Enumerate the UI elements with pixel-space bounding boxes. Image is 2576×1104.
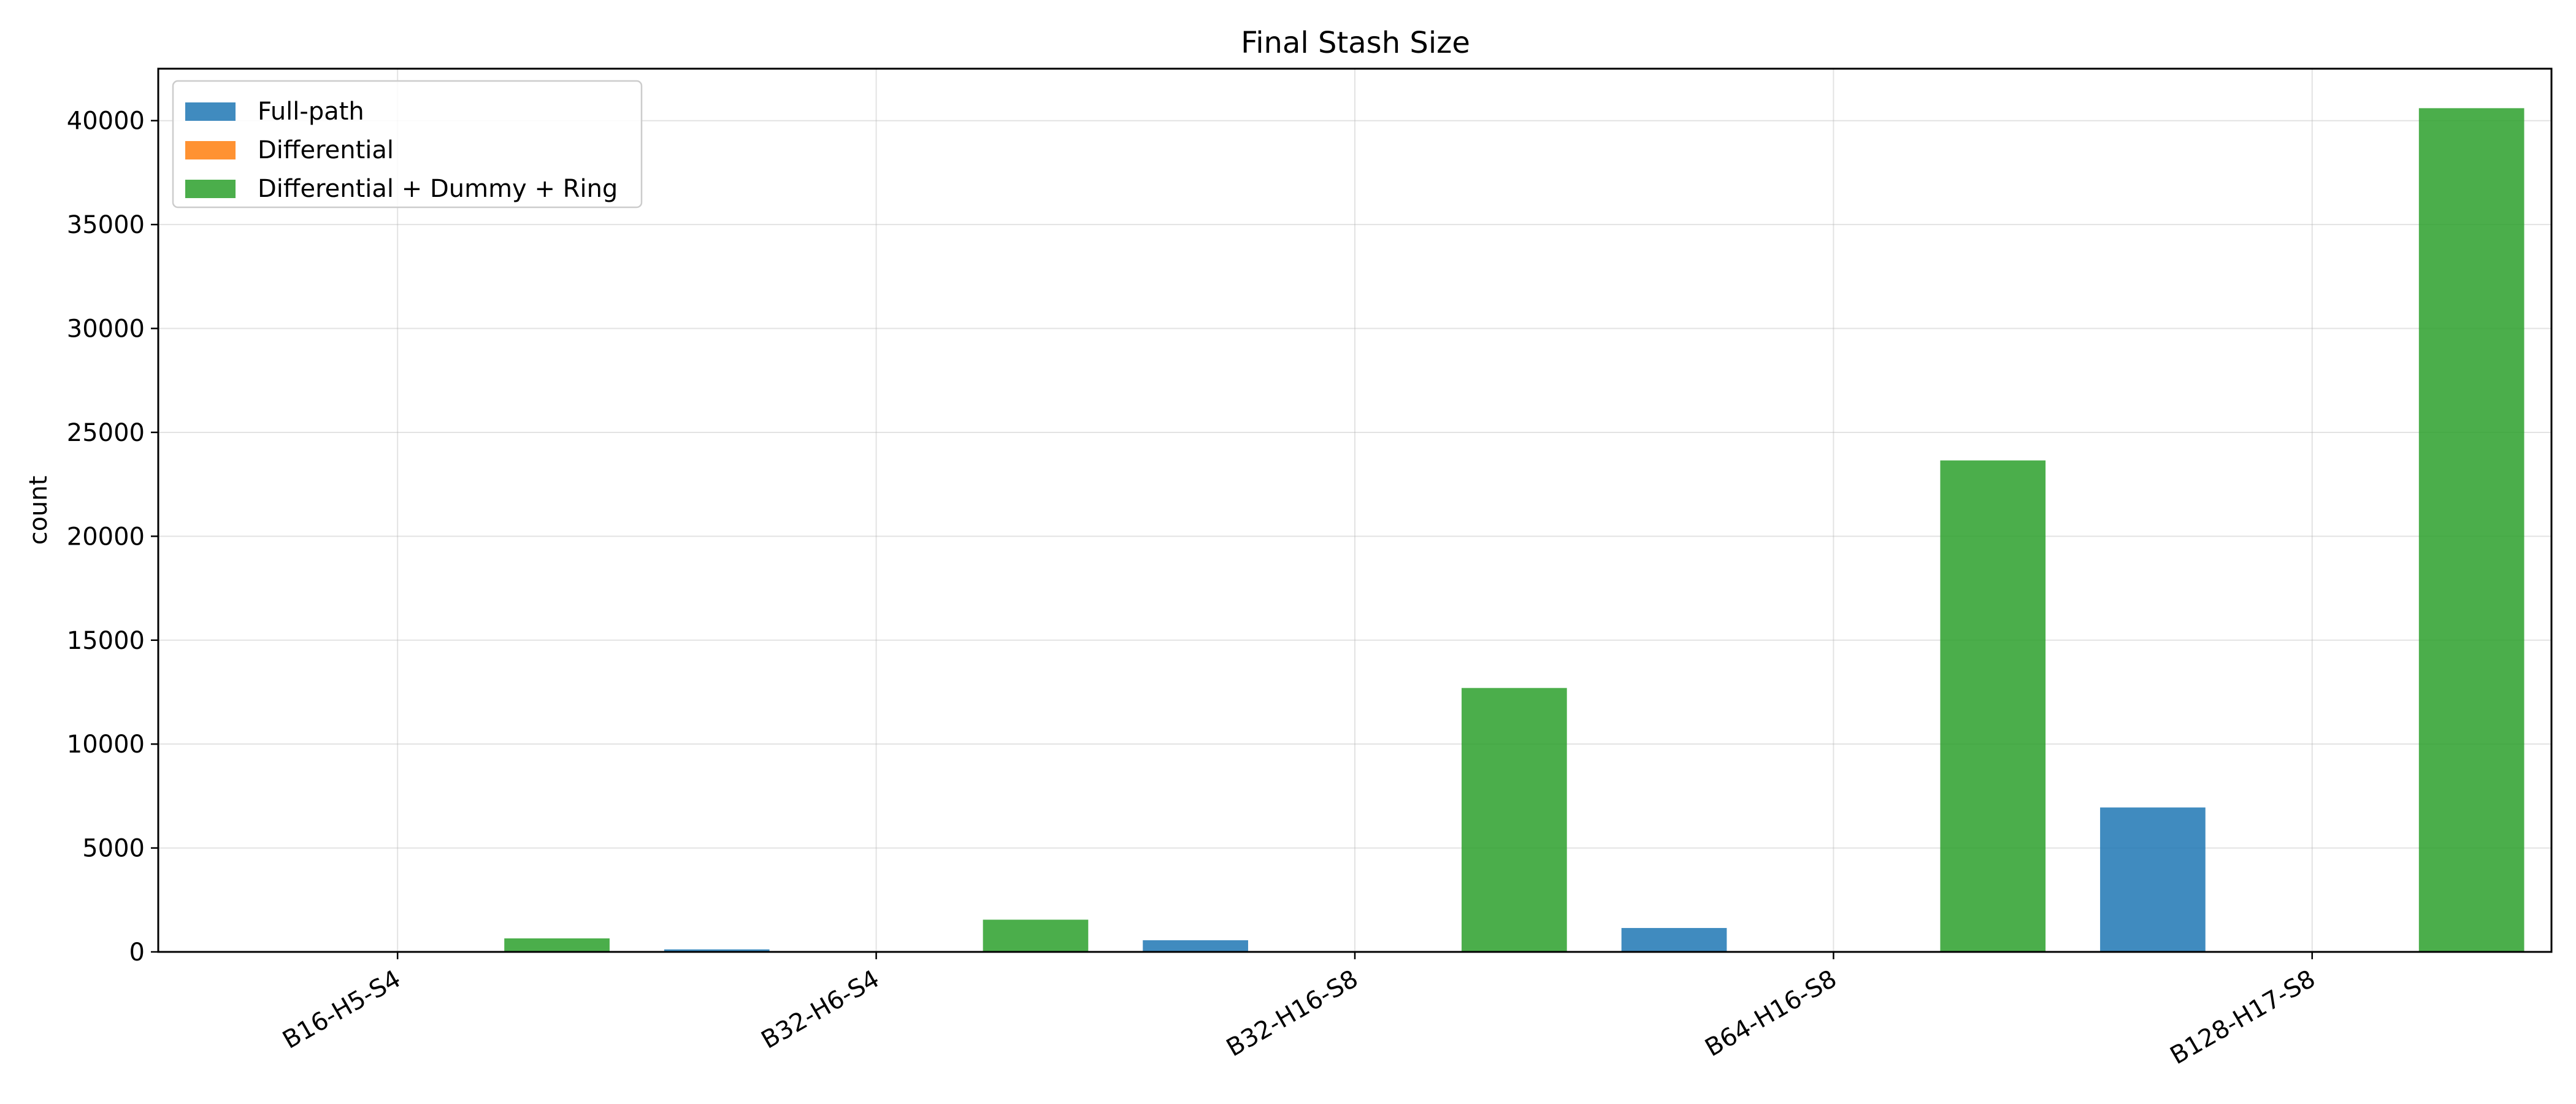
bar-full-path-1 xyxy=(664,949,770,952)
x-tick-label: B128-H17-S8 xyxy=(2166,965,2320,1070)
grid-lines xyxy=(158,69,2551,953)
chart-title: Final Stash Size xyxy=(1241,26,1470,60)
bars xyxy=(185,108,2524,952)
bar-differential-dummy-ring-1 xyxy=(983,919,1089,952)
y-tick-label: 0 xyxy=(129,938,145,967)
bar-differential-dummy-ring-4 xyxy=(2418,108,2524,952)
legend-label: Differential xyxy=(258,136,394,164)
x-tick-label: B32-H16-S8 xyxy=(1222,965,1363,1062)
bar-full-path-2 xyxy=(1143,940,1248,952)
y-tick-label: 5000 xyxy=(82,835,145,863)
x-tick-label: B64-H16-S8 xyxy=(1700,965,1841,1062)
y-axis-label: count xyxy=(25,476,53,545)
y-tick-label: 30000 xyxy=(67,315,145,343)
y-tick-label: 20000 xyxy=(67,523,145,551)
y-tick-label: 25000 xyxy=(67,419,145,447)
legend-box xyxy=(172,80,643,209)
x-axis-ticks: B16-H5-S4 B32-H6-S4 B32-H16-S8 B64-H16-S8 B1… xyxy=(278,952,2320,1070)
y-tick-label: 15000 xyxy=(67,627,145,655)
legend-label: Full-path xyxy=(258,98,364,126)
legend: Full-path Differential Differential + Dumm… xyxy=(172,80,643,209)
y-axis-ticks: 0 5000 10000 15000 20000 25000 30000 35000 40000 xyxy=(67,107,158,967)
bar-full-path-4 xyxy=(2100,807,2206,952)
x-tick-label: B32-H6-S4 xyxy=(757,965,884,1055)
bar-differential-dummy-ring-2 xyxy=(1462,688,1567,952)
y-tick-label: 40000 xyxy=(67,107,145,136)
y-tick-label: 10000 xyxy=(67,730,145,759)
bar-differential-dummy-ring-3 xyxy=(1940,460,2046,952)
y-tick-label: 35000 xyxy=(67,211,145,239)
legend-swatch xyxy=(185,180,236,198)
x-tick-label: B16-H5-S4 xyxy=(278,965,405,1055)
legend-swatch xyxy=(185,141,236,159)
bar-differential-dummy-ring-0 xyxy=(504,938,610,952)
legend-label: Differential + Dummy + Ring xyxy=(258,175,618,203)
bar-full-path-3 xyxy=(1621,928,1727,952)
legend-swatch xyxy=(185,102,236,121)
